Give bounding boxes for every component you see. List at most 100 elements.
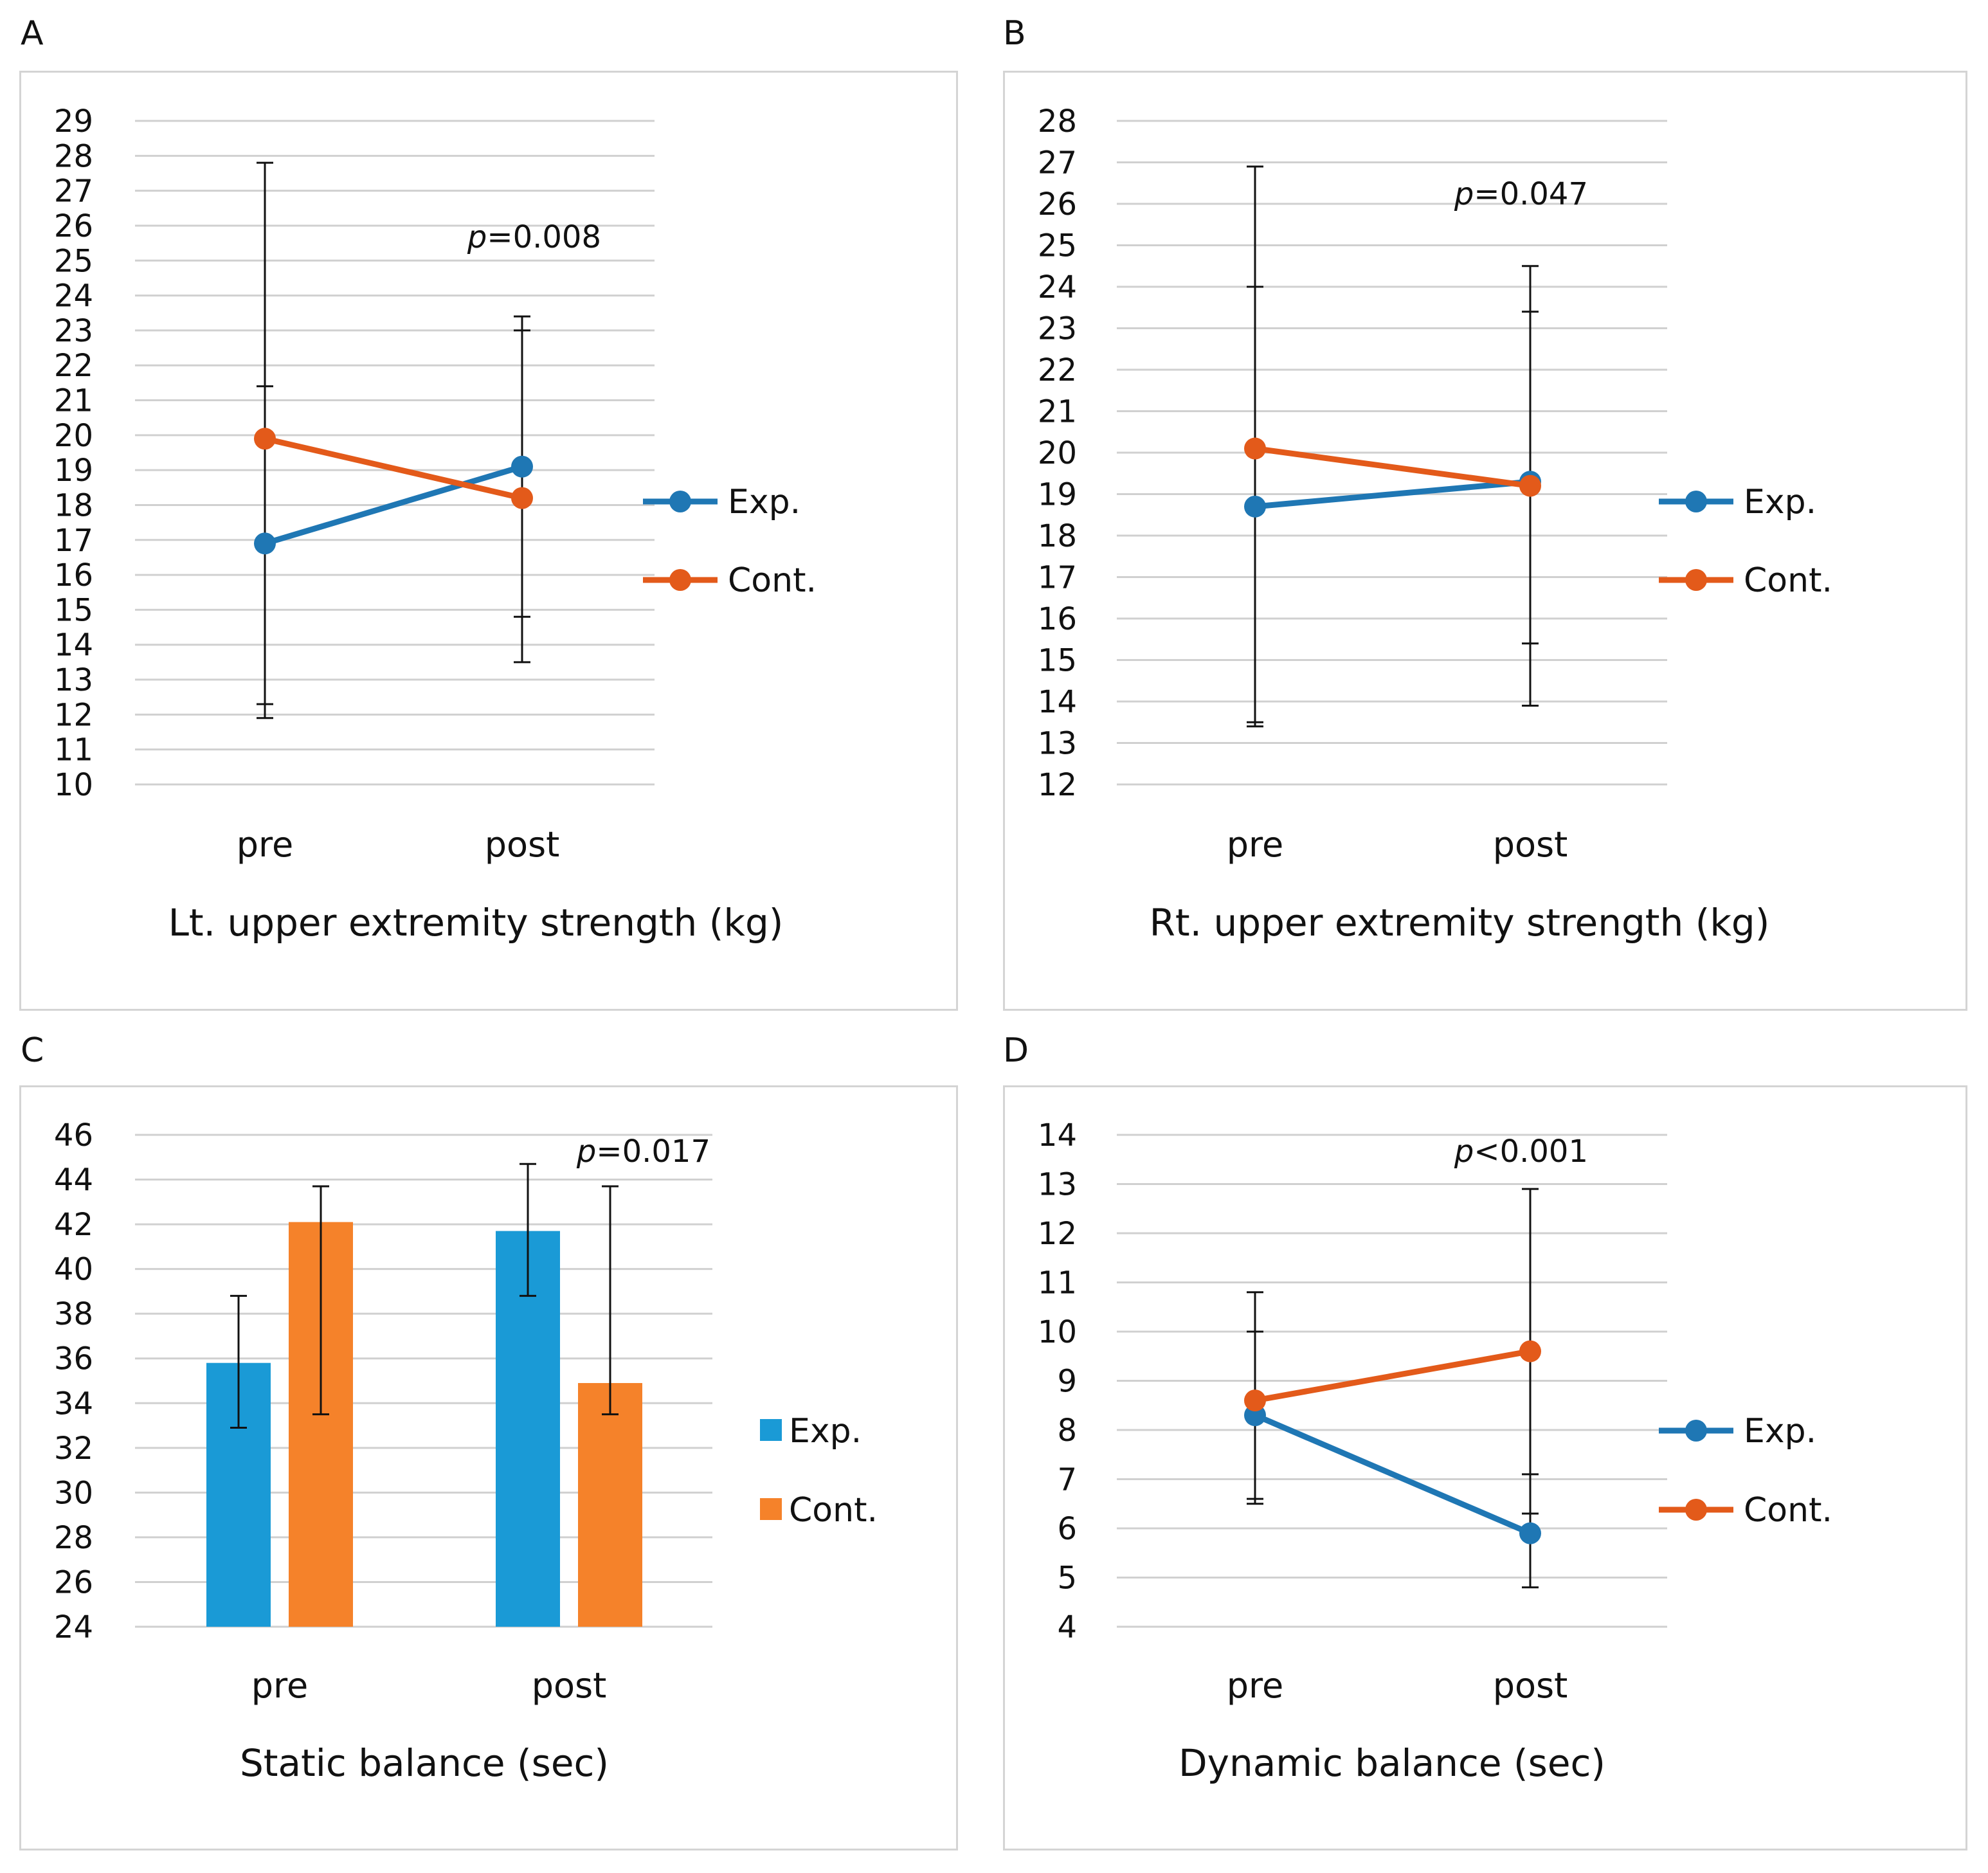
chart-panel-b: 12 13 14 15 16 17 18 19 20 21 22 23 24 25 26 27 28 pre pos… (1038, 104, 1832, 945)
y-tick-label: 17 (54, 523, 93, 559)
legend-marker (1685, 569, 1707, 591)
y-tick-label: 11 (1038, 1265, 1077, 1301)
y-tick-label: 23 (54, 313, 93, 349)
point-cont-pre (1244, 437, 1266, 460)
y-tick-label: 32 (54, 1431, 93, 1467)
y-tick-label: 13 (54, 662, 93, 698)
legend-label: Cont. (789, 1491, 878, 1530)
point-cont-post (1519, 475, 1541, 497)
legend-swatch (760, 1419, 782, 1441)
x-category-label: pre (1227, 1665, 1284, 1706)
x-axis-title: Static balance (sec) (240, 1741, 609, 1785)
y-tick-label: 8 (1057, 1413, 1077, 1449)
p-value-annotation: p=0.017 (576, 1134, 710, 1170)
series-line-cont (1252, 446, 1533, 489)
y-tick-label: 27 (54, 174, 93, 210)
y-tick-label: 15 (1038, 643, 1077, 679)
bar-exp-post (496, 1231, 560, 1627)
point-cont-post (511, 487, 533, 509)
y-tick-label: 18 (54, 487, 93, 523)
chart-panel-d: 4 5 6 7 8 9 10 11 12 13 14 pre post Dynamic balance (… (1038, 1117, 1832, 1785)
x-category-label: post (1493, 824, 1568, 865)
y-tick-label: 26 (54, 208, 93, 244)
y-tick-label: 19 (1038, 477, 1077, 513)
legend-label: Exp. (789, 1412, 862, 1451)
y-tick-label: 6 (1057, 1511, 1077, 1547)
y-tick-label: 10 (1038, 1314, 1077, 1350)
x-axis-title: Lt. upper extremity strength (kg) (168, 901, 784, 945)
y-tick-label: 29 (54, 104, 93, 140)
point-exp-post (511, 455, 533, 478)
y-tick-label: 46 (54, 1117, 93, 1154)
y-tick-label: 4 (1057, 1609, 1077, 1645)
y-tick-label: 19 (54, 453, 93, 489)
x-category-label: pre (1227, 824, 1284, 865)
y-tick-label: 16 (54, 557, 93, 593)
legend-marker (669, 491, 691, 512)
x-category-label: pre (237, 824, 294, 865)
p-value-annotation: p<0.001 (1454, 1134, 1588, 1170)
y-tick-label: 28 (54, 1520, 93, 1556)
y-tick-label: 26 (1038, 186, 1077, 222)
point-cont-pre (254, 428, 276, 450)
x-category-label: pre (251, 1665, 309, 1706)
legend-marker (669, 569, 691, 591)
y-tick-label: 20 (1038, 435, 1077, 471)
legend-marker (1685, 491, 1707, 512)
panel-b-frame (1003, 71, 1967, 1011)
y-tick-label: 21 (54, 383, 93, 419)
panel-letter-d: D (1003, 1031, 1029, 1070)
y-tick-label: 14 (1038, 1117, 1077, 1154)
y-tick-label: 11 (54, 732, 93, 768)
panel-d-frame (1003, 1085, 1967, 1850)
y-tick-label: 13 (1038, 726, 1077, 762)
legend-swatch (760, 1498, 782, 1520)
y-tick-label: 34 (54, 1386, 93, 1422)
legend-label: Exp. (1744, 483, 1816, 521)
point-exp-pre (1244, 495, 1266, 518)
x-category-label: post (532, 1665, 607, 1706)
y-tick-label: 25 (1038, 228, 1077, 264)
y-tick-label: 36 (54, 1341, 93, 1377)
y-tick-label: 23 (1038, 311, 1077, 347)
y-tick-label: 24 (54, 278, 93, 314)
x-category-label: post (485, 824, 560, 865)
p-value-annotation: p=0.047 (1454, 176, 1588, 212)
y-tick-label: 15 (54, 592, 93, 628)
y-tick-label: 12 (1038, 1216, 1077, 1252)
series-line-cont (262, 435, 525, 502)
series-line-cont (1252, 1348, 1533, 1404)
legend-label: Cont. (1744, 561, 1832, 600)
panel-letter-a: A (21, 14, 44, 53)
point-exp-pre (254, 532, 276, 555)
y-tick-label: 17 (1038, 560, 1077, 596)
y-tick-label: 12 (54, 697, 93, 733)
y-tick-label: 28 (1038, 104, 1077, 140)
y-tick-label: 30 (54, 1475, 93, 1511)
legend-marker (1685, 1420, 1707, 1442)
panel-c-frame (19, 1085, 958, 1850)
y-tick-label: 9 (1057, 1364, 1077, 1400)
chart-panel-c: 24 26 28 30 32 34 36 38 40 42 44 46 pre post Static ba… (54, 1117, 878, 1785)
y-tick-label: 14 (1038, 684, 1077, 720)
y-tick-label: 21 (1038, 394, 1077, 430)
legend-label: Cont. (728, 561, 817, 600)
x-category-label: post (1493, 1665, 1568, 1706)
y-tick-label: 20 (54, 418, 93, 454)
p-value-annotation: p=0.008 (467, 219, 601, 255)
y-tick-label: 22 (1038, 352, 1077, 388)
panel-letter-b: B (1003, 14, 1026, 53)
legend-marker (1685, 1499, 1707, 1521)
y-tick-label: 27 (1038, 145, 1077, 181)
series-line-exp (1252, 478, 1533, 510)
legend-label: Exp. (1744, 1412, 1816, 1451)
x-axis-title: Dynamic balance (sec) (1179, 1741, 1605, 1785)
y-tick-label: 10 (54, 767, 93, 803)
x-axis-title: Rt. upper extremity strength (kg) (1150, 901, 1770, 945)
y-tick-label: 38 (54, 1296, 93, 1332)
point-exp-post (1519, 1522, 1541, 1544)
panel-letter-c: C (21, 1031, 44, 1070)
y-tick-label: 26 (54, 1564, 93, 1600)
point-cont-post (1519, 1340, 1541, 1362)
